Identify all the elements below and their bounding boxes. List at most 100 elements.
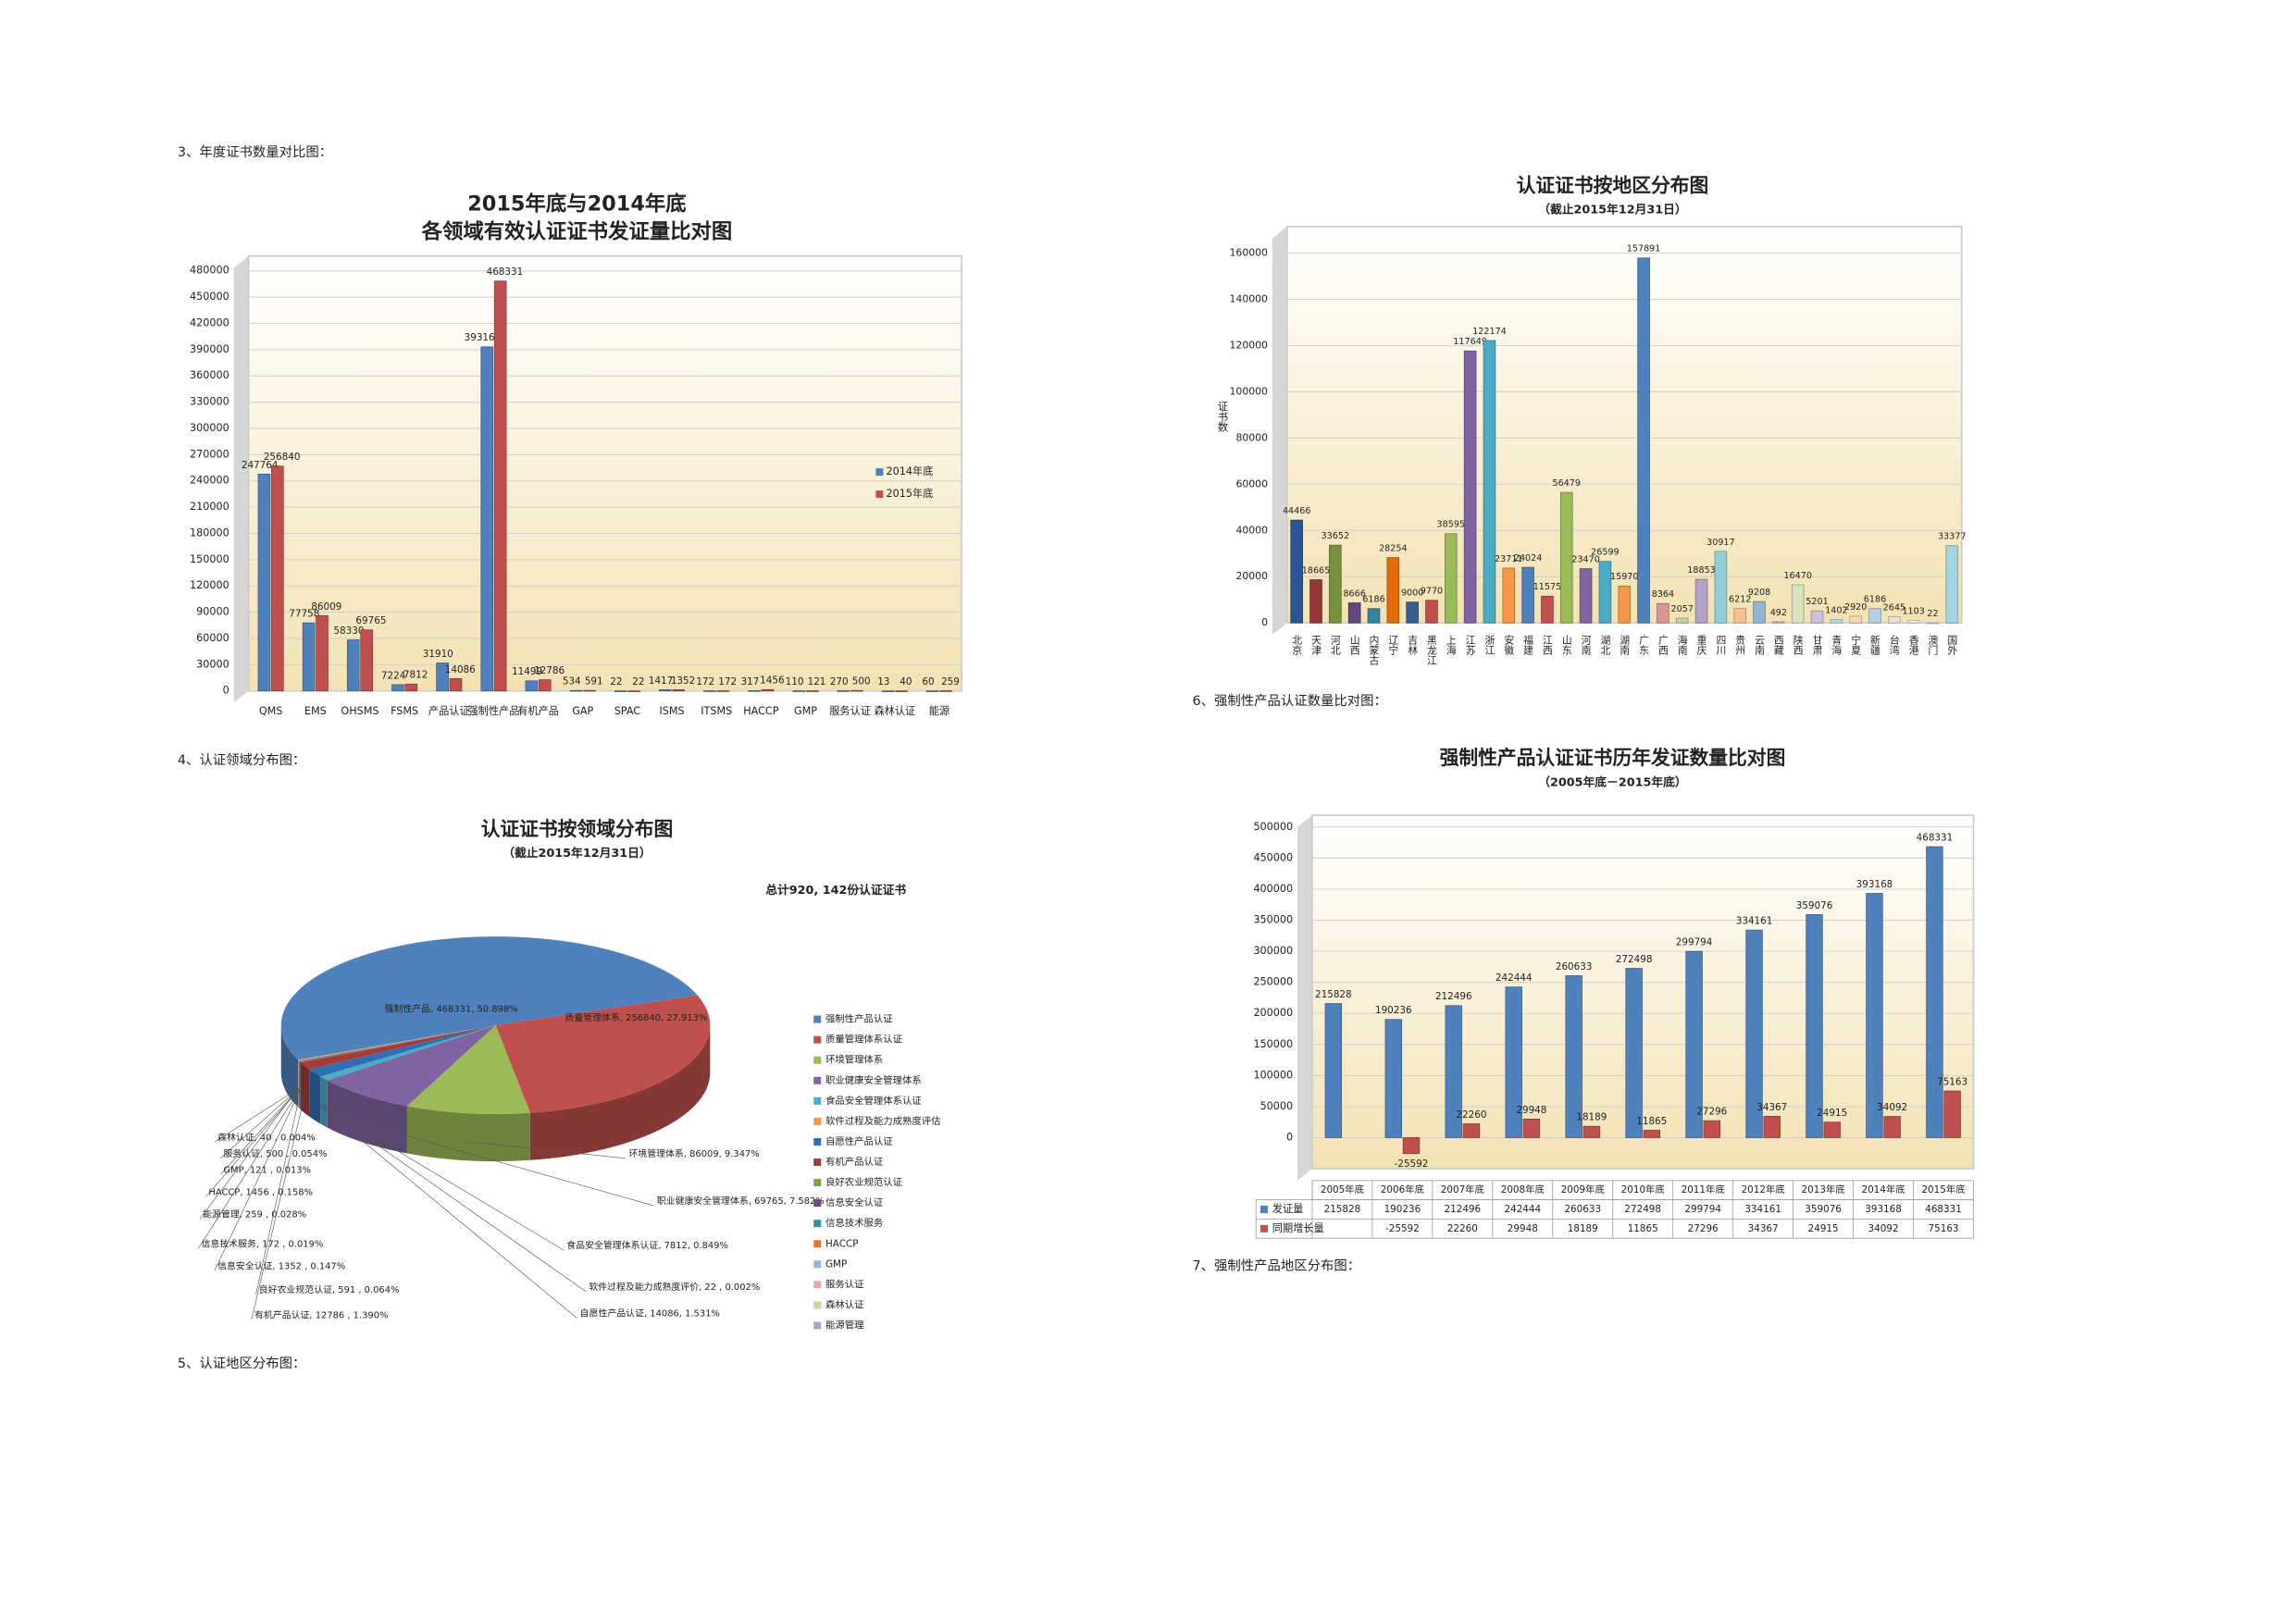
table-cell: 11865 — [1628, 1223, 1658, 1234]
table-cell: 27296 — [1688, 1223, 1719, 1234]
bar — [1703, 1120, 1720, 1138]
bar — [1849, 615, 1862, 624]
bar-value-label: 86009 — [311, 601, 341, 613]
pie-slice-side — [280, 1024, 299, 1108]
pie-slice-side — [406, 1106, 530, 1162]
slice-label: 软件过程及能力成熟度评价, 22 , 0.002% — [589, 1281, 760, 1293]
bar-value-label: 6186 — [1362, 595, 1384, 605]
legend-marker — [1260, 1206, 1268, 1214]
bar — [1329, 544, 1342, 624]
bar-value-label: 11575 — [1533, 582, 1561, 592]
bar — [1906, 620, 1920, 624]
pie-slice — [298, 1024, 496, 1061]
bar — [926, 690, 939, 692]
bar — [271, 465, 284, 692]
x-tick-label: 上海 — [1445, 635, 1457, 656]
bar-value-label: 11499 — [512, 666, 542, 677]
x-tick-label: QMS — [259, 705, 283, 717]
pie-slice — [298, 1024, 496, 1060]
x-tick-label: 山西 — [1348, 635, 1360, 655]
legend-label: GMP — [825, 1258, 847, 1270]
bar-value-label: 24915 — [1817, 1108, 1847, 1119]
legend-label: 质量管理体系认证 — [825, 1034, 902, 1046]
bar-value-label: 247764 — [242, 460, 279, 471]
legend-label: 森林认证 — [825, 1298, 864, 1310]
x-tick-label: 西藏 — [1772, 635, 1784, 655]
y-tick-label: 160000 — [1230, 247, 1269, 259]
bar — [1521, 566, 1534, 624]
bar — [1926, 846, 1943, 1138]
section-heading: 4、认证领域分布图： — [178, 752, 306, 768]
y-tick-label: 50000 — [1260, 1100, 1294, 1112]
x-tick-label: 云南 — [1754, 635, 1766, 655]
x-tick-label: 森林认证 — [874, 704, 915, 717]
bar — [1763, 1116, 1781, 1138]
bar-value-label: 172 — [696, 676, 714, 688]
chart-subtitle: （2005年底－2015年底） — [1538, 774, 1686, 789]
legend-label: 食品安全管理体系认证 — [825, 1095, 922, 1107]
table-cell: 34367 — [1748, 1223, 1779, 1234]
y-tick-label: 210000 — [190, 501, 230, 513]
leader-line — [199, 1088, 299, 1220]
bar — [1685, 950, 1703, 1138]
legend-label: 自愿性产品认证 — [825, 1135, 893, 1147]
bar-value-label: 256840 — [264, 452, 301, 463]
y-tick-label: 90000 — [196, 606, 230, 618]
pie-slice-side — [298, 1060, 300, 1109]
pie-slice — [301, 1024, 496, 1070]
legend-marker — [813, 1117, 822, 1125]
pie-slice — [320, 1024, 496, 1081]
y-tick-label: 300000 — [1253, 945, 1293, 957]
bar-value-label: 6212 — [1729, 595, 1751, 605]
bar-value-label: 23711 — [1495, 554, 1522, 564]
y-tick-label: 80000 — [1235, 431, 1268, 443]
y-tick-label: 120000 — [190, 579, 230, 591]
bar — [538, 679, 552, 692]
bar-value-label: 117649 — [1453, 337, 1487, 347]
legend-marker — [813, 1199, 822, 1208]
section-heading: 6、强制性产品认证数量比对图： — [1192, 693, 1386, 709]
bar-value-label: 22 — [1927, 609, 1938, 619]
table-cell: 29948 — [1508, 1223, 1538, 1234]
bar-value-label: 534 — [563, 676, 581, 688]
bar-value-label: 1417 — [649, 675, 673, 687]
table-cell: 18189 — [1568, 1223, 1598, 1234]
bar-value-label: 317 — [740, 676, 759, 688]
bar-value-label: 242444 — [1496, 973, 1533, 984]
y-tick-label: 250000 — [1253, 976, 1293, 988]
bar-value-label: 9000 — [1401, 588, 1423, 599]
x-tick-label: ITSMS — [701, 705, 732, 717]
bar-value-label: 13 — [877, 676, 889, 688]
x-tick-label: 重庆 — [1695, 634, 1707, 656]
legend-label: 强制性产品认证 — [825, 1013, 893, 1025]
bar-value-label: 44466 — [1283, 506, 1310, 516]
bar — [748, 690, 761, 692]
leader-line — [467, 1141, 627, 1159]
bar-value-label: 468331 — [487, 266, 524, 278]
plot-area — [1285, 225, 1963, 624]
bar — [1463, 350, 1477, 624]
slice-label: HACCP, 1456 , 0.158% — [208, 1188, 313, 1198]
y-tick-label: 60000 — [1235, 477, 1268, 489]
bar — [1694, 578, 1708, 624]
x-tick-label: 陕西 — [1792, 634, 1804, 655]
bar — [1945, 545, 1959, 624]
x-tick-label: GAP — [572, 705, 593, 717]
bar — [805, 690, 819, 692]
slice-label: 有机产品认证, 12786 , 1.390% — [254, 1308, 388, 1320]
bar — [1425, 600, 1438, 624]
slice-label: 自愿性产品认证, 14086, 1.531% — [580, 1307, 720, 1319]
bar — [1643, 1130, 1661, 1138]
legend-label: 信息技术服务 — [825, 1217, 883, 1229]
bar — [1733, 608, 1747, 624]
bar — [1367, 608, 1381, 624]
y-tick-label: 100000 — [1253, 1069, 1293, 1081]
bar — [1657, 602, 1669, 624]
bar-value-label: 22260 — [1456, 1109, 1486, 1121]
bar — [1810, 610, 1824, 624]
legend-marker — [813, 1015, 822, 1023]
legend-marker — [813, 1158, 822, 1167]
bar-value-label: 1352 — [671, 675, 695, 687]
bar — [837, 690, 850, 692]
table-cell: 260633 — [1564, 1204, 1601, 1215]
